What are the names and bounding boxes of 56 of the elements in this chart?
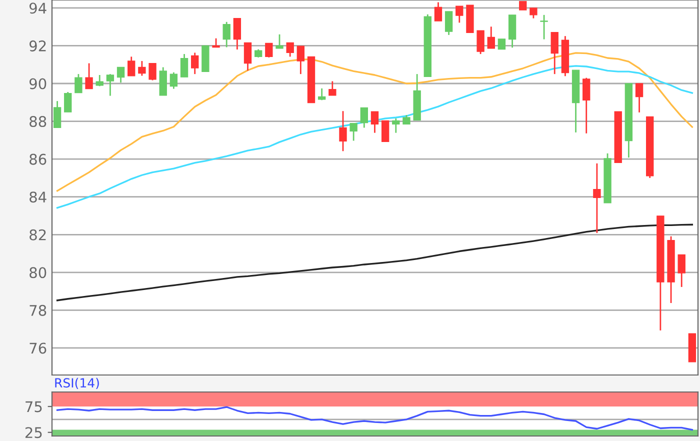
y-tick-label: 86: [30, 154, 46, 165]
candlestick: [296, 45, 305, 75]
y-tick-label: 92: [30, 40, 46, 52]
candlestick: [550, 32, 558, 75]
y-tick-label: 80: [30, 267, 46, 278]
candlestick: [540, 14, 548, 40]
candlestick: [191, 52, 199, 75]
candlestick: [265, 42, 273, 58]
candlestick: [286, 42, 294, 58]
candlestick: [180, 53, 188, 78]
line-series: [56, 224, 694, 302]
candlestick: [434, 2, 442, 22]
candlestick: [74, 73, 82, 94]
y-tick-label: 88: [30, 116, 46, 128]
line-series: [56, 65, 694, 209]
candlestick: [476, 30, 484, 55]
candlestick: [276, 34, 284, 50]
candlestick: [456, 5, 464, 24]
candlestick: [402, 114, 410, 125]
candlestick: [339, 110, 347, 152]
candlestick: [582, 77, 590, 134]
y-tick-label: 76: [30, 342, 46, 354]
candlestick: [360, 106, 368, 128]
y-tick-label: 84: [30, 192, 46, 203]
y-tick-label: 78: [30, 304, 46, 316]
candlestick: [350, 122, 358, 142]
candlestick: [381, 120, 390, 142]
candlestick: [328, 80, 336, 96]
candlestick: [85, 62, 93, 90]
candlestick: [244, 42, 252, 72]
y-tick-label: 82: [30, 229, 46, 240]
candlestick: [370, 110, 379, 134]
line-series: [56, 406, 694, 431]
candlestick: [487, 26, 495, 50]
chart-title: RSI(14): [55, 378, 99, 390]
candlestick: [116, 66, 125, 84]
candlestick: [222, 21, 230, 48]
y-tick-label: 94: [30, 2, 46, 14]
candlestick: [138, 60, 146, 76]
candlestick: [128, 56, 136, 77]
candlestick: [233, 18, 242, 50]
candlestick: [170, 72, 178, 90]
candlestick: [635, 82, 644, 114]
candlestick: [530, 7, 538, 20]
y-tick-label: 75: [26, 401, 42, 412]
candlestick: [593, 162, 601, 234]
candlestick: [148, 62, 156, 81]
candlestick: [392, 118, 400, 134]
y-tick-label: 25: [25, 427, 42, 438]
candlestick: [53, 100, 62, 128]
candlestick: [64, 91, 72, 113]
candlestick: [444, 10, 453, 36]
candlestick: [498, 38, 506, 50]
candlestick: [106, 73, 114, 96]
y-tick-label: 90: [30, 78, 46, 90]
candlestick: [678, 254, 686, 288]
